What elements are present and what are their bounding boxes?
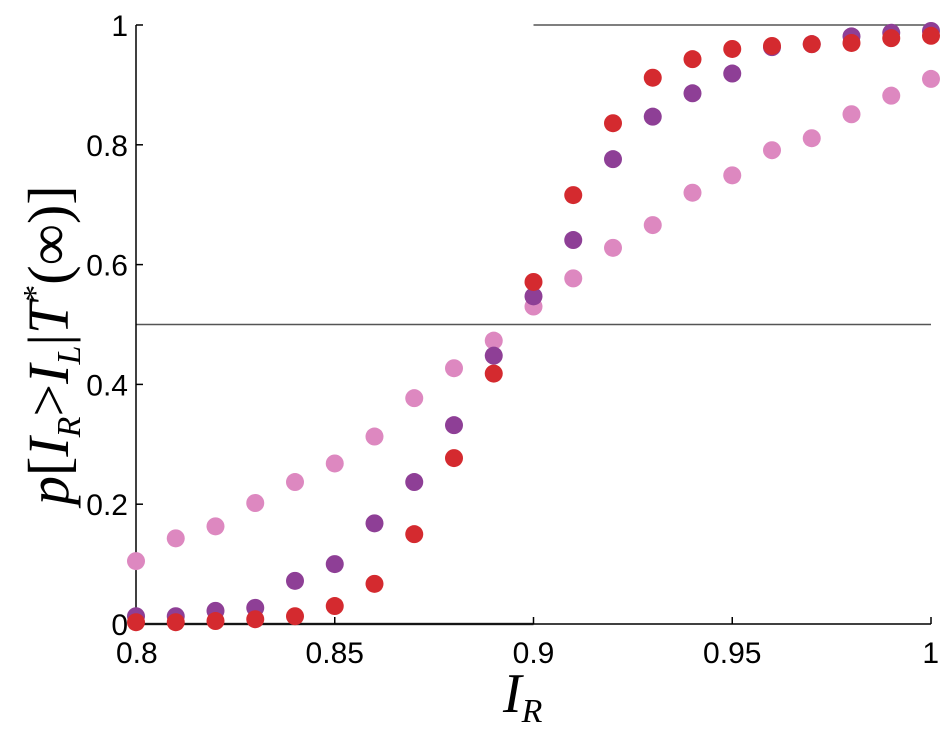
y-label-bracket-open: [ [16,457,81,476]
data-point-series-1 [604,238,622,257]
data-point-series-1 [286,473,304,492]
y-tick-label: 0.6 [86,250,128,283]
x-tick-label: 0.85 [306,637,364,670]
data-point-series-3 [325,597,344,616]
y-label-sub2: L [51,346,88,366]
data-points [127,21,940,632]
data-point-series-2 [564,231,583,250]
data-point-series-3 [604,114,622,133]
data-point-series-3 [842,33,861,52]
data-point-series-1 [683,183,702,202]
y-label-paren: (∞) [16,205,81,285]
data-point-series-3 [166,613,185,632]
data-point-series-1 [206,517,225,536]
data-point-series-1 [246,494,265,513]
x-axis-label-main: I [502,663,524,725]
data-point-series-3 [206,612,225,631]
data-point-series-3 [286,607,304,626]
data-point-series-1 [802,129,821,148]
reference-lines [136,24,931,626]
data-point-series-3 [564,186,583,205]
x-tick-label: 0.95 [703,637,761,670]
y-label-bar: | [16,334,81,346]
data-point-series-1 [325,454,344,473]
data-point-series-2 [445,416,463,435]
y-axis-label: p[IR>IL|T*(∞)] [16,185,88,509]
data-point-series-3 [405,525,424,544]
data-point-series-3 [484,364,503,383]
data-point-series-2 [723,64,742,83]
x-axis-label: IR [502,663,543,730]
x-tick-label: 0.9 [513,637,555,670]
data-point-series-3 [127,613,145,632]
y-tick-label: 0.8 [86,130,128,163]
data-point-series-1 [723,166,742,185]
data-point-series-1 [166,529,185,548]
data-point-series-1 [127,552,145,571]
data-point-series-1 [564,269,583,288]
y-tick-label: 1 [111,10,128,43]
data-point-series-3 [882,29,901,48]
x-axis-label-sub: R [521,693,543,730]
data-point-series-3 [802,35,821,54]
data-point-series-2 [524,287,543,306]
data-point-series-3 [683,50,702,69]
data-point-series-2 [683,84,702,103]
y-label-p: p [16,476,81,509]
y-label-t: T [16,298,81,334]
data-point-series-2 [643,107,662,126]
data-point-series-1 [763,141,781,160]
data-point-series-3 [445,449,463,468]
data-point-series-3 [763,36,781,55]
data-point-series-2 [604,150,622,169]
data-point-series-1 [405,389,424,408]
data-point-series-1 [445,359,463,378]
data-point-series-3 [723,39,742,58]
data-point-series-1 [842,105,861,124]
y-tick-label: 0 [111,609,128,642]
data-point-series-2 [365,514,384,533]
data-point-series-3 [365,574,384,593]
y-label-bracket-close: ] [16,185,81,204]
y-ticks: 0 0.2 0.4 0.6 0.8 1 [86,10,143,642]
data-point-series-3 [246,610,265,629]
x-ticks: 0.8 0.85 0.9 0.95 1 [116,617,939,670]
y-tick-label: 0.4 [86,369,128,402]
data-point-series-3 [922,26,940,45]
data-point-series-1 [484,331,503,350]
data-point-series-2 [484,346,503,365]
y-label-i1: I [16,435,81,458]
y-label-gt: > [16,384,81,417]
data-point-series-1 [922,69,940,88]
y-label-sub1: R [51,416,88,438]
data-point-series-1 [643,216,662,235]
data-point-series-2 [405,473,424,492]
data-point-series-3 [643,68,662,87]
y-label-i2: I [16,362,81,385]
y-label-star: * [17,285,54,302]
data-point-series-2 [325,555,344,574]
data-point-series-1 [365,427,384,446]
x-tick-label: 0.8 [116,637,158,670]
data-point-series-1 [882,86,901,105]
data-point-series-3 [524,272,543,291]
y-tick-label: 0.2 [86,489,128,522]
data-point-series-2 [286,571,304,590]
x-tick-label: 1 [922,637,939,670]
